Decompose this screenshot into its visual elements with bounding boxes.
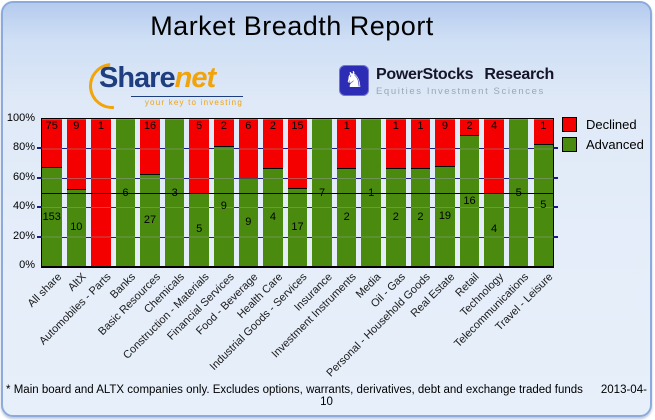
declined-value-label: 5 [196, 120, 203, 132]
y-tick-left [37, 235, 42, 238]
advanced-value-label: 153 [42, 210, 61, 223]
y-axis-label: 20% [12, 229, 35, 242]
advanced-value-label: 2 [417, 211, 424, 223]
advanced-value-label: 5 [540, 198, 547, 211]
advanced-value-label: 27 [143, 213, 157, 226]
knight-chess-icon: ♞ [339, 65, 369, 96]
declined-value-label: 1 [97, 120, 104, 132]
declined-value-label: 2 [220, 120, 227, 132]
legend-label: Advanced [586, 136, 644, 152]
advanced-value-label: 16 [463, 194, 476, 207]
y-axis-label: 40% [12, 200, 35, 213]
declined-value-label: 6 [245, 120, 252, 132]
declined-value-label: 1 [343, 120, 350, 132]
chart: 0%20%40%60%80%100% 751539101616273552969… [7, 112, 558, 379]
advanced-value-label: 19 [438, 210, 452, 223]
sharenet-logo-net: net [174, 62, 216, 94]
declined-value-label: 1 [392, 120, 399, 132]
legend-item-declined: Declined [562, 117, 644, 132]
declined-swatch-icon [562, 117, 577, 132]
sharenet-tagline: your key to investing [144, 98, 243, 107]
declined-value-label: 2 [269, 120, 276, 132]
advanced-value-label: 4 [491, 223, 498, 236]
y-axis-label: 80% [12, 141, 35, 154]
powerstocks-logo: ♞ PowerStocks Research Equities Investme… [339, 65, 554, 101]
y-axis-label: 0% [19, 259, 35, 271]
declined-value-label: 4 [491, 120, 498, 132]
advanced-value-label: 2 [343, 211, 350, 223]
sharenet-underline [131, 96, 243, 97]
legend-item-advanced: Advanced [562, 137, 644, 152]
bar-basic-resources: 16 27 [140, 119, 160, 266]
declined-value-label: 9 [441, 120, 448, 132]
y-axis-label: 60% [12, 170, 35, 183]
advanced-value-label: 9 [245, 215, 252, 228]
declined-value-label: 9 [73, 120, 80, 132]
sharenet-logo: Sharenet your key to investing [79, 53, 251, 119]
declined-value-label: 15 [291, 120, 304, 132]
declined-value-label: 1 [540, 120, 547, 132]
y-tick-left [37, 147, 42, 150]
advanced-swatch-icon [562, 137, 577, 152]
bar-altx: 9 10 [66, 119, 87, 266]
advanced-value-label: 17 [291, 220, 304, 233]
declined-value-label: 2 [466, 120, 473, 132]
legend: Declined Advanced [562, 117, 644, 157]
y-axis-label: 100% [6, 112, 35, 124]
x-axis-labels: All share AltX Automobiles - Parts Banks Bas… [25, 271, 555, 401]
advanced-value-label: 10 [70, 221, 83, 234]
powerstocks-name: PowerStocks Research [376, 66, 554, 83]
y-tick-right [553, 147, 558, 150]
advanced-value-label: 2 [392, 211, 399, 223]
legend-label: Declined [586, 116, 637, 132]
advanced-value-label: 5 [196, 223, 203, 236]
y-tick-right [553, 206, 558, 209]
advanced-value-label: 4 [269, 211, 276, 223]
footer-note: * Main board and ALTX companies only. Ex… [6, 384, 583, 396]
page-title: Market Breadth Report [150, 11, 434, 41]
fifty-percent-line [42, 192, 553, 194]
powerstocks-tagline: Equities Investment Sciences [376, 86, 545, 97]
advanced-value-label: 9 [220, 199, 227, 212]
x-axis-label: All share [25, 271, 65, 310]
footer: * Main board and ALTX companies only. Ex… [3, 384, 650, 408]
declined-value-label: 75 [45, 120, 58, 132]
sharenet-logo-share: Share [99, 62, 176, 94]
y-tick-right [553, 235, 558, 238]
y-tick-left [37, 176, 42, 179]
y-tick-left [37, 206, 42, 209]
declined-value-label: 16 [143, 120, 157, 132]
y-axis-labels: 0% 20% 40% 60% 80% 100% [0, 112, 37, 271]
y-tick-right [553, 176, 558, 179]
footer-date: 2013-04-10 [320, 384, 647, 408]
plot-area: 7515391016162735529692415177121121291921… [37, 118, 558, 268]
declined-value-label: 1 [417, 120, 424, 132]
